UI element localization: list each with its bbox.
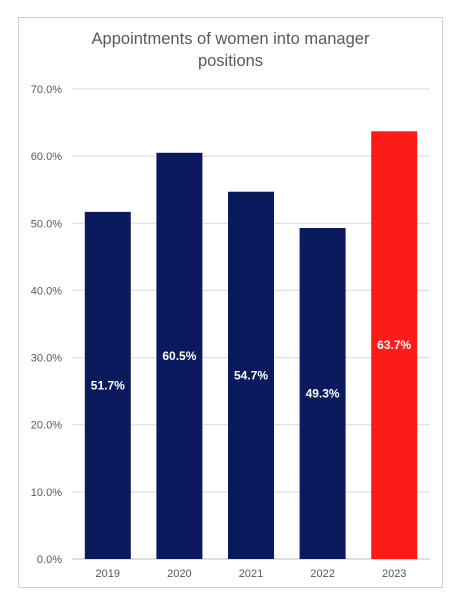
chart-title-line-1: Appointments of women into manager xyxy=(91,30,370,48)
y-tick-label: 40.0% xyxy=(31,285,62,297)
y-tick-label: 60.0% xyxy=(31,151,62,163)
data-label: 63.7% xyxy=(377,338,411,352)
x-tick-label: 2021 xyxy=(239,568,263,580)
x-tick-label: 2022 xyxy=(310,568,334,580)
data-label: 51.7% xyxy=(91,378,125,392)
bar-2019 xyxy=(84,211,131,559)
y-tick-label: 70.0% xyxy=(31,84,62,96)
data-label: 49.3% xyxy=(306,386,340,400)
data-label: 54.7% xyxy=(234,368,268,382)
bar-2023 xyxy=(371,131,418,560)
chart-title-line-2: positions xyxy=(197,52,264,70)
y-tick-label: 10.0% xyxy=(31,487,62,499)
y-tick-label: 30.0% xyxy=(31,353,62,365)
y-tick-label: 50.0% xyxy=(31,218,62,230)
bar-2022 xyxy=(299,227,346,559)
bar-2020 xyxy=(156,152,203,560)
y-tick-label: 20.0% xyxy=(31,420,62,432)
y-tick-label: 0.0% xyxy=(37,554,62,566)
x-tick-label: 2019 xyxy=(96,568,120,580)
x-tick-label: 2020 xyxy=(167,568,191,580)
data-label: 60.5% xyxy=(162,349,196,363)
x-tick-label: 2023 xyxy=(382,568,406,580)
bar-2021 xyxy=(228,191,274,559)
chart-title: Appointments of women into manager posit… xyxy=(19,28,442,72)
